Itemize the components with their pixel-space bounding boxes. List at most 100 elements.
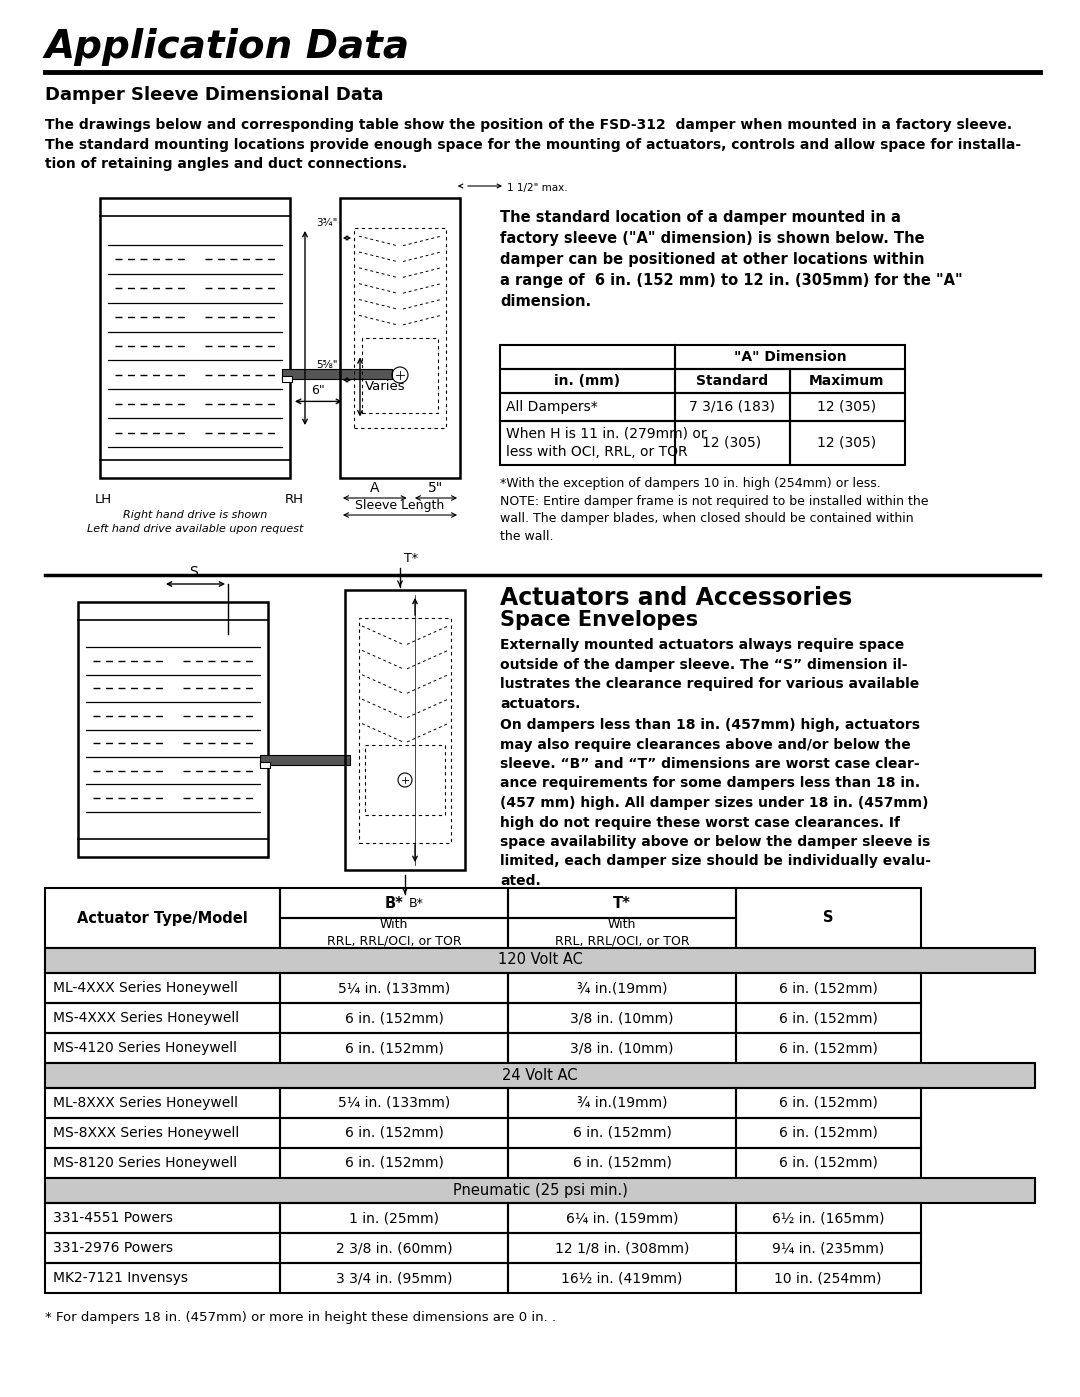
Text: 6 in. (152mm): 6 in. (152mm) bbox=[779, 1011, 877, 1025]
Text: 9¼ in. (235mm): 9¼ in. (235mm) bbox=[772, 1241, 885, 1255]
Text: All Dampers*: All Dampers* bbox=[507, 400, 597, 414]
Text: 12 (305): 12 (305) bbox=[818, 436, 877, 450]
Bar bbox=[280, 888, 508, 918]
Text: 12 (305): 12 (305) bbox=[702, 436, 761, 450]
Text: 1 1/2" max.: 1 1/2" max. bbox=[507, 183, 568, 193]
Bar bbox=[735, 1003, 921, 1032]
Bar bbox=[260, 763, 270, 768]
Text: T*: T* bbox=[404, 552, 418, 564]
Text: When H is 11 in. (279mm) or
less with OCI, RRL, or TOR: When H is 11 in. (279mm) or less with OC… bbox=[507, 427, 706, 460]
Text: MS-8120 Series Honeywell: MS-8120 Series Honeywell bbox=[53, 1155, 238, 1171]
Text: 7 3/16 (183): 7 3/16 (183) bbox=[689, 400, 775, 414]
Text: 5⅝": 5⅝" bbox=[316, 360, 338, 370]
Bar bbox=[280, 1003, 508, 1032]
Bar bbox=[45, 972, 280, 1003]
Text: With
RRL, RRL/OCI, or TOR: With RRL, RRL/OCI, or TOR bbox=[326, 918, 461, 947]
Bar bbox=[280, 1032, 508, 1063]
Text: B*: B* bbox=[384, 895, 404, 911]
Text: 6 in. (152mm): 6 in. (152mm) bbox=[572, 1155, 672, 1171]
Bar bbox=[45, 1148, 280, 1178]
Text: Sleeve Length: Sleeve Length bbox=[355, 499, 445, 511]
Bar bbox=[735, 1148, 921, 1178]
Bar bbox=[282, 369, 392, 380]
Bar bbox=[500, 369, 675, 393]
Bar bbox=[260, 756, 350, 766]
Bar bbox=[280, 1118, 508, 1148]
Text: 6 in. (152mm): 6 in. (152mm) bbox=[345, 1041, 444, 1055]
Text: A: A bbox=[370, 481, 379, 495]
Bar bbox=[508, 888, 735, 918]
Text: Maximum: Maximum bbox=[809, 374, 885, 388]
Bar bbox=[735, 1032, 921, 1063]
Bar bbox=[280, 1234, 508, 1263]
Text: 331-4551 Powers: 331-4551 Powers bbox=[53, 1211, 173, 1225]
Text: 6½ in. (165mm): 6½ in. (165mm) bbox=[772, 1211, 885, 1225]
Text: B*: B* bbox=[409, 897, 423, 909]
Text: 6 in. (152mm): 6 in. (152mm) bbox=[345, 1155, 444, 1171]
Bar bbox=[675, 420, 789, 465]
Bar bbox=[45, 1003, 280, 1032]
Text: MS-4XXX Series Honeywell: MS-4XXX Series Honeywell bbox=[53, 1011, 239, 1025]
Bar bbox=[675, 393, 789, 420]
Bar bbox=[508, 1118, 735, 1148]
Bar bbox=[508, 1234, 735, 1263]
Text: Standard: Standard bbox=[696, 374, 768, 388]
Bar bbox=[280, 1148, 508, 1178]
Text: S: S bbox=[189, 564, 198, 578]
Bar bbox=[45, 888, 280, 949]
Bar bbox=[789, 369, 905, 393]
Bar bbox=[675, 345, 905, 369]
Text: MS-8XXX Series Honeywell: MS-8XXX Series Honeywell bbox=[53, 1126, 240, 1140]
Bar bbox=[735, 1118, 921, 1148]
Text: 6¼ in. (159mm): 6¼ in. (159mm) bbox=[566, 1211, 678, 1225]
Text: "A" Dimension: "A" Dimension bbox=[733, 351, 847, 365]
Bar bbox=[45, 1063, 1035, 1088]
Bar bbox=[735, 972, 921, 1003]
Text: Application Data: Application Data bbox=[45, 28, 410, 66]
Bar bbox=[45, 1178, 1035, 1203]
Text: 6 in. (152mm): 6 in. (152mm) bbox=[779, 1126, 877, 1140]
Text: 6 in. (152mm): 6 in. (152mm) bbox=[779, 1041, 877, 1055]
Text: 331-2976 Powers: 331-2976 Powers bbox=[53, 1241, 173, 1255]
Text: 16½ in. (419mm): 16½ in. (419mm) bbox=[562, 1271, 683, 1285]
Text: Externally mounted actuators always require space
outside of the damper sleeve. : Externally mounted actuators always requ… bbox=[500, 638, 919, 711]
Bar bbox=[45, 1118, 280, 1148]
Bar bbox=[500, 393, 675, 420]
Text: Pneumatic (25 psi min.): Pneumatic (25 psi min.) bbox=[453, 1182, 627, 1197]
Text: 6 in. (152mm): 6 in. (152mm) bbox=[779, 1155, 877, 1171]
Bar bbox=[280, 1088, 508, 1118]
Bar bbox=[45, 1263, 280, 1294]
Text: 3/8 in. (10mm): 3/8 in. (10mm) bbox=[570, 1041, 674, 1055]
Text: 12 1/8 in. (308mm): 12 1/8 in. (308mm) bbox=[555, 1241, 689, 1255]
Text: Actuator Type/Model: Actuator Type/Model bbox=[77, 911, 247, 925]
Bar bbox=[354, 228, 446, 427]
Text: RH: RH bbox=[285, 493, 303, 506]
Text: * For dampers 18 in. (457mm) or more in height these dimensions are 0 in. .: * For dampers 18 in. (457mm) or more in … bbox=[45, 1310, 556, 1324]
Text: 5¼ in. (133mm): 5¼ in. (133mm) bbox=[338, 1097, 450, 1111]
Text: 6 in. (152mm): 6 in. (152mm) bbox=[572, 1126, 672, 1140]
Text: Varies: Varies bbox=[365, 380, 406, 394]
Text: MS-4120 Series Honeywell: MS-4120 Series Honeywell bbox=[53, 1041, 237, 1055]
Bar bbox=[280, 918, 508, 949]
Bar bbox=[45, 1234, 280, 1263]
Text: 3 3/4 in. (95mm): 3 3/4 in. (95mm) bbox=[336, 1271, 453, 1285]
Bar bbox=[735, 888, 921, 949]
Bar bbox=[359, 617, 451, 842]
Text: ML-8XXX Series Honeywell: ML-8XXX Series Honeywell bbox=[53, 1097, 238, 1111]
Bar bbox=[345, 590, 465, 870]
Bar bbox=[735, 1203, 921, 1234]
Bar bbox=[45, 1088, 280, 1118]
Text: 3¾": 3¾" bbox=[316, 218, 338, 228]
Bar bbox=[362, 338, 438, 414]
Text: 5": 5" bbox=[429, 481, 444, 495]
Text: 6 in. (152mm): 6 in. (152mm) bbox=[345, 1126, 444, 1140]
Bar bbox=[508, 918, 735, 949]
Text: *With the exception of dampers 10 in. high (254mm) or less.
NOTE: Entire damper : *With the exception of dampers 10 in. hi… bbox=[500, 476, 929, 542]
Bar bbox=[500, 420, 675, 465]
Text: 6 in. (152mm): 6 in. (152mm) bbox=[779, 1097, 877, 1111]
Bar bbox=[508, 1148, 735, 1178]
Text: 12 (305): 12 (305) bbox=[818, 400, 877, 414]
Bar bbox=[735, 1263, 921, 1294]
Text: 1 in. (25mm): 1 in. (25mm) bbox=[349, 1211, 438, 1225]
Bar bbox=[280, 1203, 508, 1234]
